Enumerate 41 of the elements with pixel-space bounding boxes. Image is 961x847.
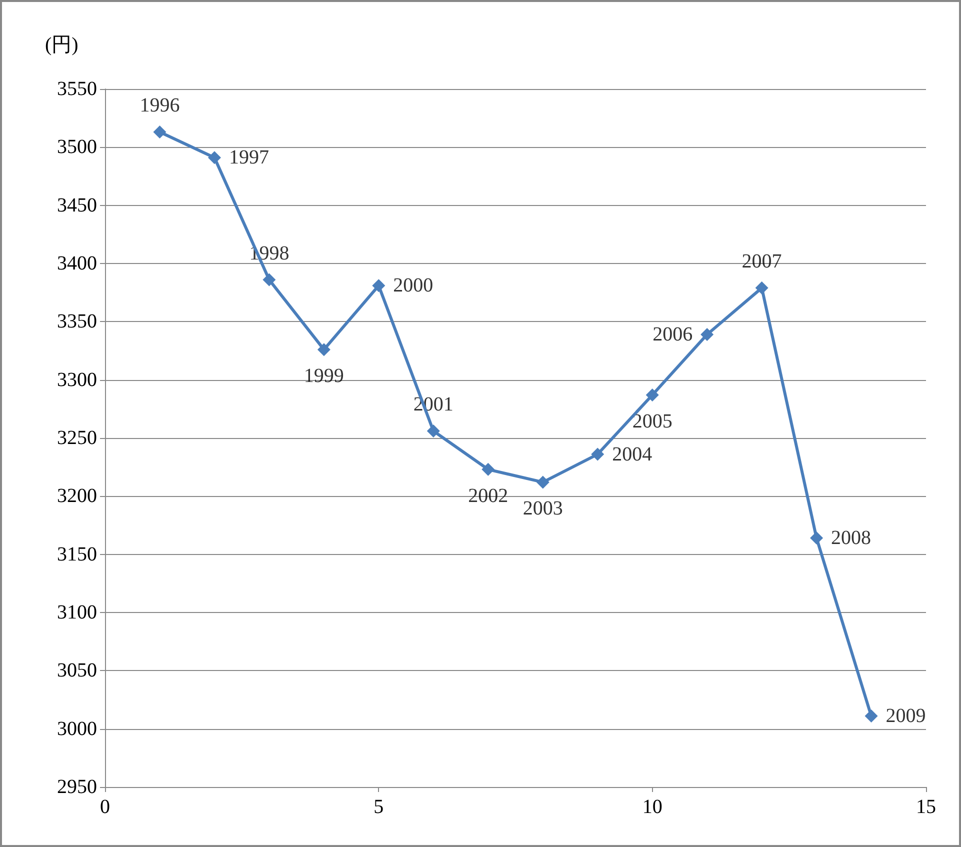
y-tick-label: 3550 (57, 78, 97, 100)
y-tick-label: 3200 (57, 485, 97, 508)
y-tick-label: 3450 (57, 194, 97, 216)
y-tick-label: 3300 (57, 368, 97, 391)
annotation: 1996 (140, 94, 180, 117)
y-tick-label: 3250 (57, 427, 97, 449)
y-tick-label: 3400 (57, 252, 97, 274)
annotation: 2006 (652, 323, 693, 346)
point (482, 462, 495, 476)
point (372, 279, 386, 292)
annotation: 2000 (393, 274, 434, 297)
x-tick-label: 15 (916, 796, 936, 818)
y-tick-label: 3000 (57, 718, 97, 740)
point (426, 424, 440, 438)
point (591, 448, 604, 461)
x-tick-label: 0 (100, 796, 110, 818)
x-tick-label: 5 (374, 796, 384, 818)
point (208, 151, 221, 164)
point (317, 343, 330, 356)
annotation: 2005 (632, 410, 672, 432)
annotation: 2009 (886, 705, 926, 728)
y-tick-label: 3500 (57, 136, 97, 158)
x-tick-label: 10 (642, 796, 662, 818)
point (700, 328, 714, 341)
y-axis-title: (円) (45, 34, 78, 56)
point (864, 710, 878, 723)
y-tick-label: 2950 (57, 776, 97, 798)
point (646, 388, 659, 402)
annotation: 2003 (522, 498, 563, 520)
y-tick-label: 3350 (57, 310, 97, 333)
y-tick-label: 3100 (57, 602, 97, 624)
y-tick-label: 3050 (57, 660, 97, 682)
point (262, 273, 276, 286)
point (536, 476, 550, 489)
point (810, 532, 824, 545)
annotation: 1997 (228, 146, 269, 169)
point (153, 126, 166, 139)
annotation: 2008 (831, 527, 872, 550)
annotation: 2004 (612, 443, 652, 466)
y-tick-label: 3150 (57, 543, 97, 566)
point (755, 281, 768, 294)
